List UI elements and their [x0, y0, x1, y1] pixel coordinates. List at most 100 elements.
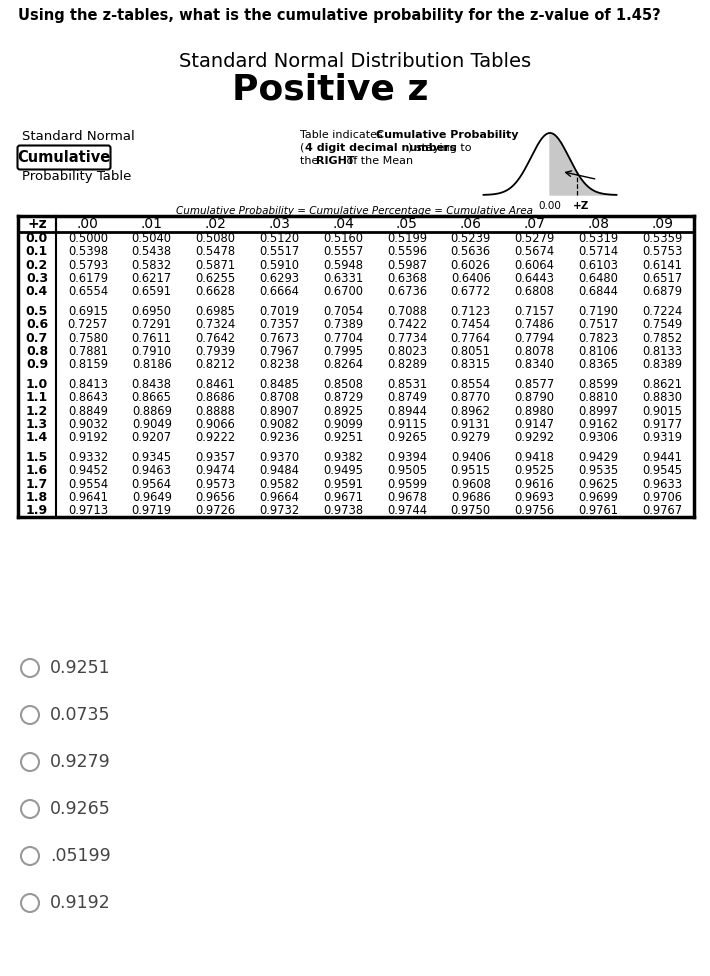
Text: 0.6179: 0.6179: [68, 271, 108, 285]
Text: 0.9162: 0.9162: [579, 418, 618, 430]
Text: 0.9279: 0.9279: [50, 753, 111, 771]
Text: 0.9265: 0.9265: [50, 800, 111, 818]
Text: 0.7123: 0.7123: [451, 305, 491, 318]
Text: 0.9726: 0.9726: [195, 504, 236, 517]
Text: 0.9564: 0.9564: [131, 477, 172, 491]
Text: .02: .02: [204, 217, 226, 231]
Text: 0.6: 0.6: [26, 318, 48, 331]
Text: 0.7291: 0.7291: [131, 318, 172, 331]
Text: 0.9515: 0.9515: [451, 465, 491, 477]
Text: 0.9693: 0.9693: [515, 491, 555, 504]
Text: Using the z-tables, what is the cumulative probability for the z-value of 1.45?: Using the z-tables, what is the cumulati…: [18, 8, 661, 23]
Text: 0.6217: 0.6217: [131, 271, 172, 285]
Text: 0.8729: 0.8729: [323, 391, 363, 404]
Text: 0.9394: 0.9394: [387, 451, 427, 465]
Text: 0.9115: 0.9115: [387, 418, 427, 430]
Text: 0.6141: 0.6141: [642, 259, 682, 271]
Text: 0.9452: 0.9452: [68, 465, 108, 477]
Text: 0.1: 0.1: [26, 245, 48, 259]
Text: 0.9525: 0.9525: [514, 465, 555, 477]
Text: .00: .00: [77, 217, 99, 231]
Text: 0.8289: 0.8289: [387, 358, 427, 371]
Text: 0.9319: 0.9319: [642, 430, 682, 444]
Text: (: (: [300, 143, 305, 153]
Text: 0.4: 0.4: [26, 285, 48, 298]
Text: 0.9484: 0.9484: [259, 465, 299, 477]
Text: 0.9761: 0.9761: [579, 504, 618, 517]
Text: 0.5714: 0.5714: [578, 245, 618, 259]
Text: 0.8438: 0.8438: [131, 378, 172, 391]
Text: 0.7852: 0.7852: [642, 332, 682, 345]
Text: 0.9463: 0.9463: [131, 465, 172, 477]
Text: 0.5910: 0.5910: [259, 259, 300, 271]
Text: 0.7486: 0.7486: [515, 318, 555, 331]
Text: 0.8997: 0.8997: [579, 404, 618, 418]
Text: 0.9177: 0.9177: [642, 418, 682, 430]
Text: 0.8389: 0.8389: [642, 358, 682, 371]
Text: Cumulative Probability: Cumulative Probability: [376, 130, 518, 140]
Text: 0.5478: 0.5478: [195, 245, 236, 259]
Text: 0.5040: 0.5040: [131, 232, 172, 245]
Text: 0.9429: 0.9429: [579, 451, 618, 465]
Text: 0.9738: 0.9738: [323, 504, 363, 517]
Text: Standard Normal Distribution Tables: Standard Normal Distribution Tables: [179, 52, 531, 71]
Text: 0.9251: 0.9251: [323, 430, 363, 444]
Text: 0.9066: 0.9066: [195, 418, 236, 430]
Text: 0.8106: 0.8106: [579, 345, 618, 357]
Text: Positive z: Positive z: [231, 73, 428, 107]
Text: 0.8365: 0.8365: [578, 358, 618, 371]
Text: 0.7517: 0.7517: [578, 318, 618, 331]
Text: 0.5832: 0.5832: [131, 259, 172, 271]
Text: .05: .05: [396, 217, 418, 231]
Text: 0.8830: 0.8830: [642, 391, 682, 404]
Text: 0.9147: 0.9147: [515, 418, 555, 430]
Text: 0.8849: 0.8849: [68, 404, 108, 418]
Text: 0.5239: 0.5239: [451, 232, 491, 245]
Text: 0.8078: 0.8078: [515, 345, 555, 357]
Text: 0.9306: 0.9306: [579, 430, 618, 444]
Text: 0.9192: 0.9192: [50, 894, 111, 912]
Text: Probability Table: Probability Table: [22, 170, 131, 183]
Text: 0.6664: 0.6664: [259, 285, 299, 298]
Text: 0.9713: 0.9713: [68, 504, 108, 517]
Text: 0.7642: 0.7642: [195, 332, 236, 345]
Text: 0.9686: 0.9686: [451, 491, 491, 504]
Text: 0.9744: 0.9744: [387, 504, 427, 517]
Text: .04: .04: [332, 217, 354, 231]
Text: 0.6293: 0.6293: [259, 271, 300, 285]
Text: 0.7422: 0.7422: [387, 318, 427, 331]
Text: 0.7764: 0.7764: [451, 332, 491, 345]
Text: 0.8643: 0.8643: [68, 391, 108, 404]
Text: 0.8790: 0.8790: [515, 391, 555, 404]
Text: 1.3: 1.3: [26, 418, 48, 430]
Text: 0.00: 0.00: [539, 201, 562, 211]
Text: 0.7580: 0.7580: [68, 332, 108, 345]
Text: 0.8770: 0.8770: [451, 391, 491, 404]
Text: 0.5398: 0.5398: [68, 245, 108, 259]
Text: 0.7823: 0.7823: [578, 332, 618, 345]
Text: 0.5987: 0.5987: [387, 259, 427, 271]
Text: 0.9495: 0.9495: [323, 465, 363, 477]
Text: 0.7019: 0.7019: [259, 305, 300, 318]
Text: 0.5199: 0.5199: [387, 232, 427, 245]
Text: 0.7673: 0.7673: [259, 332, 300, 345]
Text: 0.6517: 0.6517: [642, 271, 682, 285]
Text: 0.5000: 0.5000: [68, 232, 108, 245]
Text: 0.8621: 0.8621: [642, 378, 682, 391]
Text: 0.8925: 0.8925: [323, 404, 363, 418]
Text: 0.0: 0.0: [26, 232, 48, 245]
Text: 0.9279: 0.9279: [451, 430, 491, 444]
Text: 0.9599: 0.9599: [387, 477, 427, 491]
Text: 0.5753: 0.5753: [642, 245, 682, 259]
Text: 0.8577: 0.8577: [514, 378, 555, 391]
Text: +z: +z: [27, 217, 47, 231]
Text: 0.8962: 0.8962: [451, 404, 491, 418]
Text: 0.6628: 0.6628: [195, 285, 236, 298]
Text: 0.8907: 0.8907: [259, 404, 300, 418]
FancyBboxPatch shape: [18, 145, 111, 170]
Text: Table indicates: Table indicates: [300, 130, 386, 140]
Text: 0.5279: 0.5279: [514, 232, 555, 245]
Text: .06: .06: [459, 217, 481, 231]
Text: 0.8869: 0.8869: [132, 404, 172, 418]
Text: 0.9633: 0.9633: [642, 477, 682, 491]
